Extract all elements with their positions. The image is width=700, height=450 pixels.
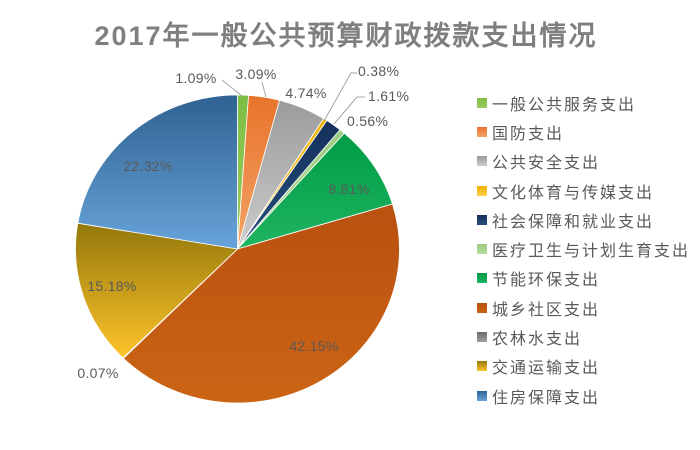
leader-line-4	[333, 96, 365, 125]
legend-swatch-icon	[477, 332, 487, 343]
legend-swatch-icon	[477, 97, 487, 108]
slice-label-2: 4.74%	[285, 85, 326, 101]
pie-slice-7[interactable]	[123, 203, 400, 404]
leader-line-0	[221, 79, 243, 97]
legend-item-3[interactable]: 文化体育与传媒支出	[477, 176, 690, 205]
pie-slice-6[interactable]	[237, 132, 393, 250]
legend-swatch-icon	[477, 214, 487, 225]
chart-title: 2017年一般公共预算财政拨款支出情况	[94, 21, 598, 51]
leader-line-1	[261, 81, 267, 98]
slice-label-8: 0.07%	[77, 365, 118, 381]
legend-item-label: 社会保障和就业支出	[492, 213, 655, 231]
slice-label-10: 22.32%	[123, 158, 172, 174]
legend-item-label: 国防支出	[492, 125, 565, 143]
slice-label-6: 8.81%	[328, 181, 369, 197]
legend-swatch-icon	[477, 156, 487, 167]
slice-label-7: 42.15%	[289, 338, 338, 354]
legend-item-label: 交通运输支出	[492, 360, 601, 378]
legend-swatch-icon	[477, 273, 487, 284]
legend-item-label: 城乡社区支出	[492, 301, 601, 319]
legend-swatch-icon	[477, 361, 487, 372]
legend: 一般公共服务支出 国防支出公共安全支出文化体育与传媒支出 社会保障和就业支出医疗卫生…	[477, 88, 690, 410]
legend-item-label: 公共安全支出	[492, 155, 601, 173]
legend-item-label: 一般公共服务支出	[492, 96, 637, 114]
slice-label-3: 0.38%	[358, 63, 399, 79]
legend-item-1[interactable]: 国防支出	[477, 117, 690, 146]
slice-label-4: 1.61%	[368, 88, 409, 104]
legend-item-label: 文化体育与传媒支出	[492, 184, 655, 202]
legend-item-label: 节能环保支出	[492, 272, 601, 290]
legend-swatch-icon	[477, 244, 487, 255]
legend-item-2[interactable]: 公共安全支出	[477, 147, 690, 176]
legend-item-label: 住房保障支出	[492, 389, 601, 407]
legend-item-0[interactable]: 一般公共服务支出	[477, 88, 690, 117]
legend-item-4[interactable]: 社会保障和就业支出	[477, 205, 690, 234]
slice-label-9: 15.18%	[87, 278, 136, 294]
legend-item-9[interactable]: 交通运输支出	[477, 352, 690, 381]
slice-label-1: 3.09%	[235, 66, 276, 82]
legend-item-8[interactable]: 农林水支出	[477, 322, 690, 351]
legend-item-label: 医疗卫生与计划生育支出	[492, 243, 691, 261]
legend-item-6[interactable]: 节能环保支出	[477, 264, 690, 293]
slice-label-5: 0.56%	[347, 113, 388, 129]
pie-slice-9[interactable]	[75, 222, 238, 359]
legend-swatch-icon	[477, 126, 487, 137]
slice-label-0: 1.09%	[175, 70, 216, 86]
legend-item-label: 农林水支出	[492, 331, 583, 349]
legend-item-10[interactable]: 住房保障支出	[477, 381, 690, 410]
legend-item-5[interactable]: 医疗卫生与计划生育支出	[477, 234, 690, 263]
legend-swatch-icon	[477, 185, 487, 196]
legend-item-7[interactable]: 城乡社区支出	[477, 293, 690, 322]
leader-line-3	[323, 72, 357, 122]
pie-slice-10[interactable]	[77, 94, 238, 250]
legend-swatch-icon	[477, 390, 487, 401]
legend-swatch-icon	[477, 302, 487, 313]
